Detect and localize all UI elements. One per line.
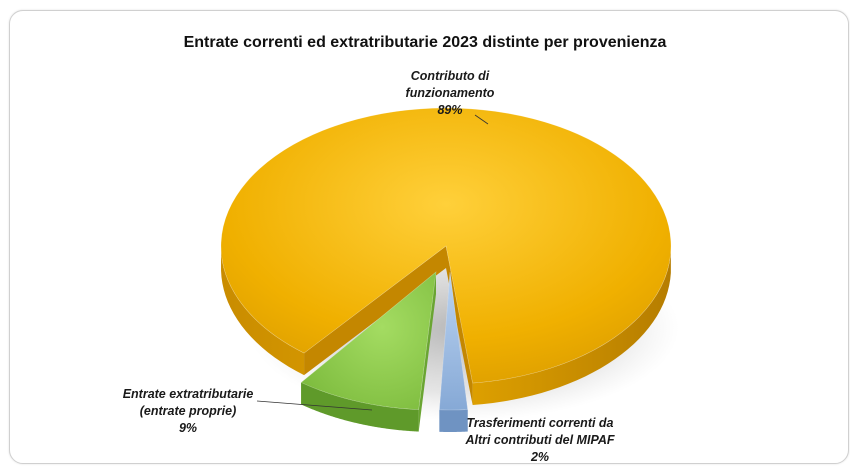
slice-top <box>220 107 672 384</box>
slice-cut-face <box>446 246 473 406</box>
data-label-text: Contributo di <box>411 69 490 83</box>
leader-line <box>256 400 373 411</box>
slice-cut-face <box>304 246 446 376</box>
slice-side <box>301 382 419 432</box>
data-label-percent: 9% <box>179 421 197 435</box>
data-label-text: Entrate extratributarie <box>123 387 254 401</box>
data-label-text: (entrate proprie) <box>140 404 237 418</box>
data-label-text: Trasferimenti correnti da <box>466 416 613 430</box>
data-label-percent: 2% <box>530 450 549 464</box>
slice-top <box>439 271 468 411</box>
leader-line <box>474 114 489 125</box>
slice-cut-face <box>418 272 436 432</box>
data-label-trasferimenti: Trasferimenti correnti da Altri contribut… <box>464 416 614 464</box>
slice-top <box>300 271 437 410</box>
data-label-text: Altri contributi del MIPAF <box>464 433 614 447</box>
slice-side <box>221 248 671 406</box>
slice-side <box>439 409 468 432</box>
data-label-percent: 89% <box>437 103 462 117</box>
pie-slice-entrate-extratributarie <box>300 271 437 432</box>
data-label-entrate-extratributarie: Entrate extratributarie (entrate proprie)… <box>123 387 373 435</box>
pie-slice-contributo <box>220 107 672 406</box>
data-label-contributo: Contributo di funzionamento 89% <box>406 69 495 125</box>
chart-title: Entrate correnti ed extratributarie 2023… <box>183 34 667 51</box>
pie-slice-trasferimenti <box>439 271 468 432</box>
data-label-text: funzionamento <box>406 86 495 100</box>
